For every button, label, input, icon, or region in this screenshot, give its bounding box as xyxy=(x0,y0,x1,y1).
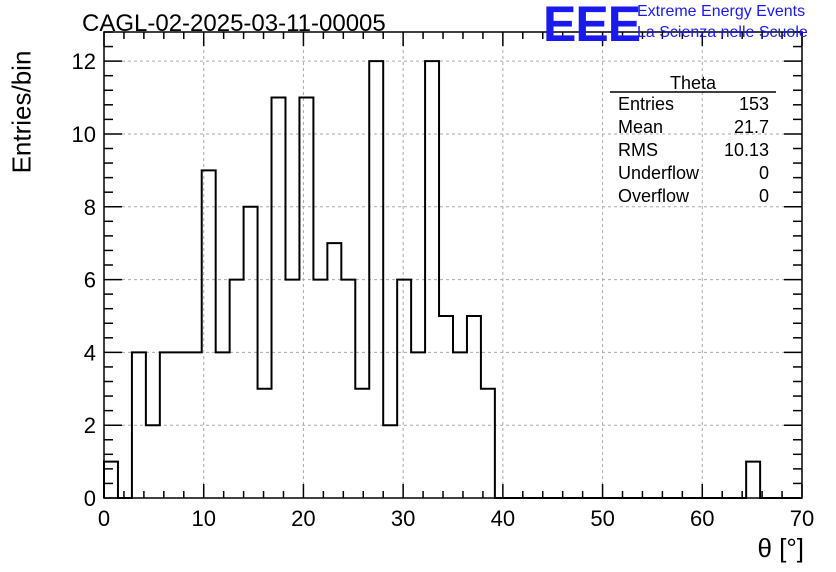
y-tick-label: 0 xyxy=(84,486,96,511)
stats-value: 21.7 xyxy=(734,117,769,137)
x-tick-label: 10 xyxy=(191,506,215,531)
y-axis-ticks: 0 2 4 6 8 10 12 xyxy=(72,31,802,511)
x-tick-label: 70 xyxy=(790,506,814,531)
x-tick-label: 30 xyxy=(391,506,415,531)
stats-label: Mean xyxy=(618,117,663,137)
stats-label: Underflow xyxy=(618,163,700,183)
stats-value: 0 xyxy=(759,186,769,206)
eee-logo: EEE xyxy=(543,0,641,52)
stats-value: 0 xyxy=(759,163,769,183)
axes xyxy=(103,31,803,499)
chart-title: CAGL-02-2025-03-11-00005 xyxy=(82,10,386,37)
plot-frame xyxy=(103,31,803,499)
stats-value: 10.13 xyxy=(724,140,769,160)
stats-value: 153 xyxy=(739,94,769,114)
y-axis-label: Entries/bin xyxy=(6,50,37,174)
x-tick-label: 50 xyxy=(590,506,614,531)
stats-label: Entries xyxy=(618,94,674,114)
x-axis-ticks: 0 10 20 30 40 50 60 70 xyxy=(98,32,814,531)
stats-label: Overflow xyxy=(618,186,690,206)
logo-line-2: La Scienza nelle Scuole xyxy=(637,24,808,41)
y-tick-label: 6 xyxy=(84,268,96,293)
x-tick-label: 20 xyxy=(291,506,315,531)
y-tick-label: 2 xyxy=(84,413,96,438)
y-tick-label: 8 xyxy=(84,195,96,220)
grid-lines xyxy=(104,32,802,498)
x-tick-label: 40 xyxy=(491,506,515,531)
x-tick-label: 0 xyxy=(98,506,110,531)
x-axis-label: θ [°] xyxy=(757,533,804,563)
x-tick-label: 60 xyxy=(690,506,714,531)
logo-line-1: Extreme Energy Events xyxy=(637,3,806,20)
stats-title: Theta xyxy=(670,73,717,93)
y-tick-label: 10 xyxy=(72,122,96,147)
stats-label: RMS xyxy=(618,140,658,160)
y-tick-label: 12 xyxy=(72,49,96,74)
y-tick-label: 4 xyxy=(84,340,96,365)
